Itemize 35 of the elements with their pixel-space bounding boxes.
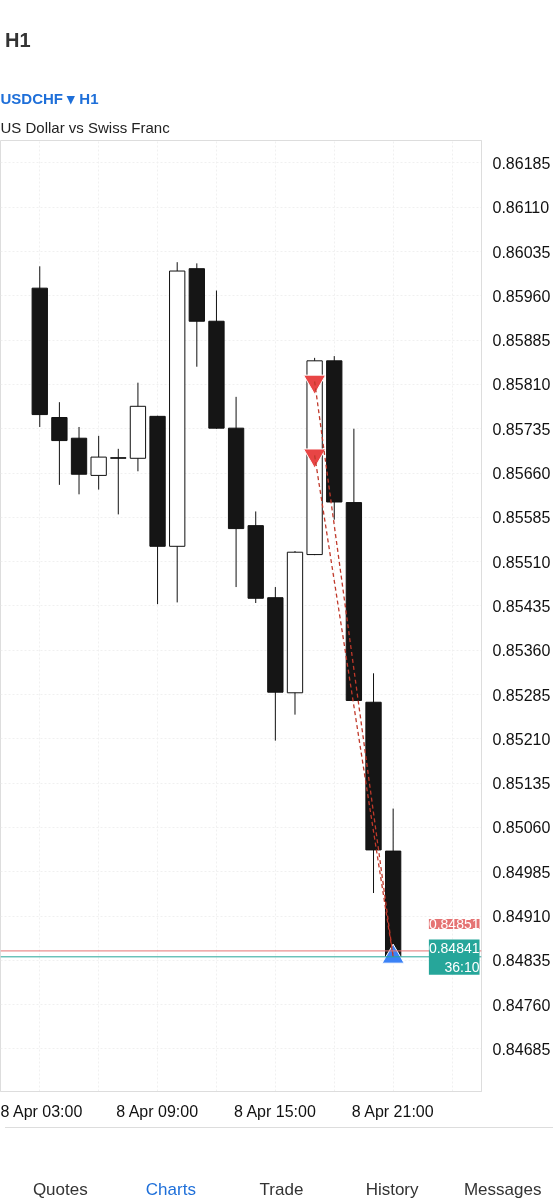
text: Messages: [462, 1180, 543, 1200]
y-tick-label: 0.84910: [492, 908, 551, 926]
y-tick-label: 0.85360: [492, 642, 551, 660]
y-tick-label: 0.84685: [492, 1040, 551, 1058]
x-tick-label: 8 Apr 15:00: [233, 1102, 316, 1120]
text: Charts: [144, 1180, 197, 1200]
text: H1: [5, 27, 32, 53]
y-tick-label: 0.85510: [492, 553, 551, 571]
chart-title: USDCHF ▾ H1: [0, 89, 99, 107]
y-tick-label: 0.85285: [492, 686, 551, 704]
y-tick-label: 0.84760: [492, 996, 551, 1014]
y-tick-label: 0.85810: [492, 376, 551, 394]
ref-line-label: 0.84841 36:10: [428, 939, 480, 975]
x-tick-label: 8 Apr 03:00: [0, 1102, 83, 1120]
text: History: [364, 1180, 420, 1200]
y-tick-label: 0.86035: [492, 243, 551, 261]
y-tick-label: 0.84835: [492, 952, 551, 970]
y-tick-label: 0.85885: [492, 332, 551, 350]
chart-subtitle: US Dollar vs Swiss Franc: [0, 118, 171, 136]
y-tick-label: 0.85660: [492, 465, 551, 483]
y-tick-label: 0.85210: [492, 730, 551, 748]
x-tick-label: 8 Apr 09:00: [116, 1102, 199, 1120]
y-tick-label: 0.85585: [492, 509, 551, 527]
y-tick-label: 0.86110: [492, 199, 550, 217]
y-tick-label: 0.86185: [492, 154, 551, 172]
ref-line-label: 0.84851: [428, 915, 480, 932]
y-tick-label: 0.85060: [492, 819, 551, 837]
y-tick-label: 0.85960: [492, 287, 551, 305]
text: Quotes: [31, 1180, 89, 1200]
y-tick-label: 0.84985: [492, 863, 551, 881]
y-tick-label: 0.85135: [492, 775, 551, 793]
x-tick-label: 8 Apr 21:00: [351, 1102, 434, 1120]
y-tick-label: 0.85735: [492, 420, 551, 438]
y-tick-label: 0.85435: [492, 597, 551, 615]
text: Trade: [258, 1180, 305, 1200]
